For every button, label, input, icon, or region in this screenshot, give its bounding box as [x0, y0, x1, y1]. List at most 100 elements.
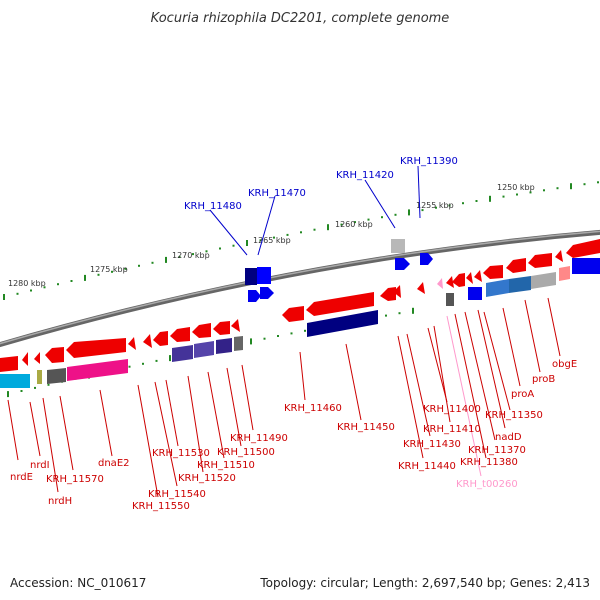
gene-arrow [452, 273, 465, 287]
scale-tick [232, 244, 235, 247]
lower-tick [155, 359, 158, 362]
gene-arrow [143, 334, 152, 348]
gene-label: proA [511, 389, 534, 400]
gene-arrow [260, 287, 274, 299]
scale-tick [462, 202, 464, 205]
scale-tick [57, 283, 59, 286]
scale-tick [597, 181, 599, 184]
lower-tick [7, 391, 9, 398]
scale-tick [259, 239, 262, 242]
gene-label: KRH_11410 [423, 424, 481, 435]
gene-label: KRH_11350 [485, 410, 543, 421]
lower-tick [142, 362, 144, 365]
gene-label: KRH_11460 [284, 403, 342, 414]
gene-arrow [395, 258, 410, 270]
lower-tick [290, 332, 293, 335]
gene-block [234, 336, 243, 351]
lower-tick [250, 338, 252, 345]
gene-block [468, 287, 482, 300]
gene-label: KRH_11370 [468, 445, 526, 456]
gene-arrow [282, 306, 304, 322]
scale-tick [448, 204, 451, 207]
scale-tick [475, 200, 478, 202]
gene-arrow [466, 272, 473, 284]
gene-block [216, 338, 232, 354]
gene-label: KRH_11500 [217, 447, 275, 458]
lower-tick [385, 314, 387, 317]
gene-arrow [153, 331, 168, 346]
scale-tick [421, 209, 424, 212]
gene-label: nrdI [30, 460, 50, 471]
gene-arrow [506, 258, 526, 273]
gene-label: KRH_11440 [398, 461, 456, 472]
gene-label: obgE [552, 359, 577, 370]
gene-block [559, 266, 570, 281]
gene-arrow [437, 278, 443, 289]
scale-tick [529, 191, 532, 194]
gene-arrow [213, 321, 230, 335]
gene-label: nrdH [48, 496, 72, 507]
gene-arrow [248, 290, 261, 302]
gene-label: KRH_11420 [336, 170, 394, 181]
lower-tick [169, 355, 171, 362]
gene-label: nadD [495, 432, 522, 443]
scale-tick [151, 261, 154, 264]
gene-label: KRH_11390 [400, 156, 458, 167]
scale-ticks [3, 181, 599, 300]
gene-arrow [22, 352, 28, 366]
accession-text: Accession: NC_010617 [10, 576, 146, 590]
gene-arrow [417, 282, 425, 294]
scale-label: 1260 kbp [335, 220, 373, 229]
gene-arrow [128, 337, 136, 350]
scale-tick [3, 294, 5, 300]
scale-tick [30, 289, 32, 292]
gene-block [37, 370, 42, 384]
scale-tick [165, 256, 167, 263]
gene-block [391, 239, 405, 253]
scale-label: 1280 kbp [8, 279, 46, 288]
gene-label: KRH_11530 [152, 448, 210, 459]
scale-tick [273, 236, 275, 239]
genome-backbone [0, 229, 600, 348]
scale-label: 1270 kbp [172, 251, 210, 260]
lower-genes [0, 266, 570, 388]
gene-block [194, 341, 214, 358]
scale-tick [313, 228, 316, 231]
scale-tick [354, 221, 356, 224]
scale-label: 1265 kbp [253, 236, 291, 245]
lower-tick [47, 383, 50, 386]
scale-tick [97, 273, 100, 276]
gene-label: KRH_11400 [423, 404, 481, 415]
gene-arrow [420, 253, 433, 265]
lower-tick [412, 307, 414, 314]
scale-tick [43, 286, 46, 289]
gene-block [486, 279, 509, 297]
scale-labels: 1280 kbp 1275 kbp 1270 kbp 1265 kbp 1260… [8, 183, 535, 288]
scale-tick [367, 218, 370, 221]
scale-tick [381, 216, 383, 219]
gene-arrow [34, 352, 40, 364]
lower-tick [277, 335, 279, 337]
gene-block [572, 258, 600, 274]
gene-arrow [192, 323, 211, 338]
gene-arrow [170, 327, 190, 342]
gene-arrow [555, 250, 563, 262]
gene-label: KRH_11450 [337, 422, 395, 433]
gene-label: KRH_11550 [132, 501, 190, 512]
gene-block [0, 374, 30, 388]
gene-label: KRH_t00260 [456, 479, 518, 490]
gene-arrow [528, 253, 552, 268]
top-gene-labels: KRH_11390 KRH_11420 KRH_11470 KRH_11480 [184, 156, 458, 212]
gene-block [509, 276, 531, 293]
scale-tick [84, 274, 86, 281]
gene-label: KRH_11490 [230, 433, 288, 444]
gene-label: proB [532, 374, 555, 385]
scale-tick [489, 195, 491, 202]
gene-arrow [66, 338, 126, 358]
gene-arrow [483, 265, 503, 279]
gene-block [446, 293, 454, 306]
gene-block [47, 368, 66, 384]
gene-arrow [0, 356, 18, 372]
scale-label: 1255 kbp [416, 201, 454, 210]
genome-info-text: Topology: circular; Length: 2,697,540 bp… [259, 576, 590, 590]
